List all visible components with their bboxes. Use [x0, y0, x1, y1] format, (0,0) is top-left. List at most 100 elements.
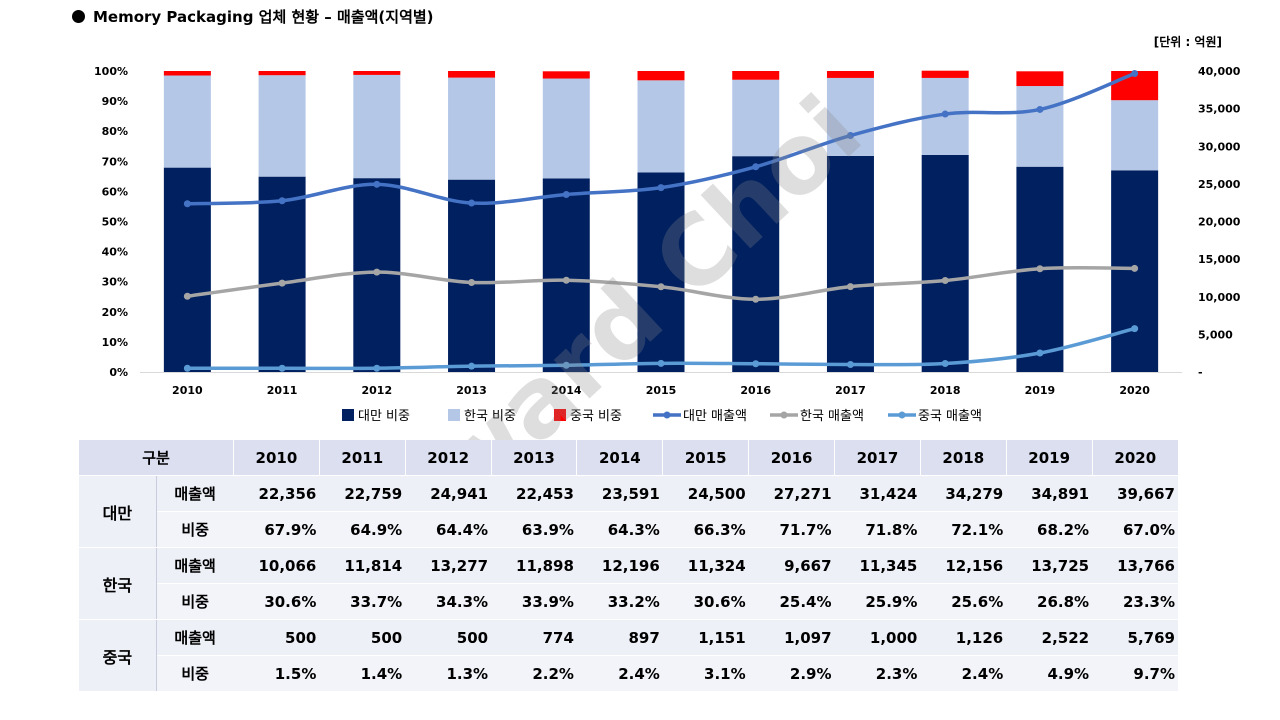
- legend-label: 한국 매출액: [800, 409, 864, 424]
- series-point: [1036, 105, 1044, 113]
- table-year-header: 2015: [662, 440, 749, 476]
- table-cell: 1,097: [748, 619, 835, 656]
- x-axis-tick-label: 2019: [1025, 384, 1056, 397]
- table-year-header: 2020: [1091, 440, 1178, 476]
- right-axis-tick-label: -: [1198, 366, 1203, 379]
- series-point: [183, 200, 191, 208]
- series-point: [562, 276, 570, 284]
- right-axis-tick-label: 30,000: [1198, 140, 1241, 153]
- series-point: [562, 190, 570, 198]
- table-cell: 66.3%: [662, 511, 749, 548]
- right-axis-tick-label: 40,000: [1198, 65, 1241, 78]
- table-row: 비중 30.6% 33.7% 34.3% 33.9% 33.2% 30.6% 25.4% 25.…: [79, 583, 1178, 620]
- legend-label: 한국 비중: [464, 409, 516, 424]
- table-year-header: 2014: [576, 440, 663, 476]
- table-metric-label: 비중: [156, 655, 234, 692]
- table-corner-label: 구분: [79, 440, 234, 476]
- series-point: [752, 360, 760, 368]
- table-cell: 9.7%: [1092, 655, 1178, 692]
- legend-swatch: [342, 409, 354, 421]
- table-year-header: 2019: [1005, 440, 1093, 476]
- series-point: [657, 283, 665, 291]
- legend-swatch: [448, 409, 460, 421]
- legend-marker: [898, 411, 906, 419]
- bar-segment: [258, 71, 306, 76]
- x-axis-tick-label: 2018: [930, 384, 961, 397]
- left-axis-tick-label: 30%: [102, 276, 128, 289]
- table-row: 대만 매출액 22,356 22,759 24,941 22,453 23,591 24,50…: [79, 475, 1178, 548]
- table-metric-label: 비중: [156, 583, 234, 620]
- table-cell: 24,941: [405, 475, 492, 512]
- table-body: 대만 매출액 22,356 22,759 24,941 22,453 23,591 24,50…: [79, 475, 1178, 692]
- bar-segment: [353, 74, 401, 179]
- table-year-header: 2013: [490, 440, 577, 476]
- left-axis-tick-label: 70%: [102, 155, 128, 168]
- table-cell: 9,667: [748, 547, 835, 584]
- bar-segment: [542, 71, 590, 79]
- table-metric-label: 비중: [156, 511, 234, 548]
- table-cell: 64.3%: [576, 511, 663, 548]
- table-cell: 2,522: [1006, 619, 1093, 656]
- series-point: [846, 132, 854, 140]
- bar-segment: [1016, 71, 1064, 87]
- data-table: 구분 2010 2011 2012 2013 2014 2015 2016 2017 2018 20…: [79, 440, 1178, 692]
- bar-segment: [826, 77, 874, 156]
- table-region-label: 중국: [79, 619, 157, 692]
- table-cell: 500: [319, 619, 406, 656]
- table-region-label: 한국: [79, 547, 157, 620]
- series-point: [1131, 264, 1139, 272]
- bar-segment: [258, 75, 306, 177]
- table-cell: 774: [491, 619, 577, 656]
- legend-label: 대만 매출액: [683, 409, 747, 424]
- series-point: [278, 364, 286, 372]
- series-point: [183, 292, 191, 300]
- table-cell: 11,345: [834, 547, 921, 584]
- bar-segment: [258, 176, 306, 372]
- table-row: 한국 매출액 10,066 11,814 13,277 11,898 12,196 11,32…: [79, 547, 1178, 620]
- table-row: 비중 1.5% 1.4% 1.3% 2.2% 2.4% 3.1% 2.9% 2.3% 2.4% 4.…: [79, 655, 1178, 692]
- table-region-label: 대만: [79, 475, 157, 548]
- right-axis-tick-label: 25,000: [1198, 178, 1241, 191]
- table-cell: 22,759: [319, 475, 406, 512]
- legend-marker: [663, 411, 671, 419]
- bar-segment: [826, 155, 874, 372]
- table-cell: 2.2%: [491, 655, 577, 692]
- series-point: [468, 199, 476, 207]
- table-cell: 33.7%: [319, 583, 406, 620]
- series-point: [941, 110, 949, 118]
- bar-segment: [163, 71, 211, 76]
- table-year-header: 2018: [919, 440, 1007, 476]
- table-cell: 71.8%: [834, 511, 921, 548]
- right-axis-tick-label: 5,000: [1198, 328, 1233, 341]
- series-point: [657, 359, 665, 367]
- table-row: 비중 67.9% 64.9% 64.4% 63.9% 64.3% 66.3% 71.7% 71.…: [79, 511, 1178, 548]
- left-axis-tick-label: 50%: [102, 216, 128, 229]
- table-cell: 33.9%: [491, 583, 577, 620]
- table-cell: 72.1%: [920, 511, 1007, 548]
- table-year-header: 2017: [834, 440, 921, 476]
- table-cell: 11,898: [491, 547, 577, 584]
- series-point: [373, 268, 381, 276]
- table-cell: 500: [233, 619, 320, 656]
- x-axis-tick-label: 2014: [551, 384, 582, 397]
- left-axis-tick-label: 100%: [94, 65, 128, 78]
- bar-segment: [732, 79, 780, 157]
- x-axis-tick-label: 2015: [646, 384, 677, 397]
- table-cell: 1,151: [662, 619, 749, 656]
- legend-label: 중국 비중: [570, 409, 622, 424]
- table-cell: 897: [576, 619, 663, 656]
- series-point: [752, 295, 760, 303]
- bar-segment: [163, 167, 211, 372]
- bar-segment: [448, 77, 496, 180]
- left-axis-tick-label: 10%: [102, 336, 128, 349]
- legend-label: 대만 비중: [358, 409, 410, 424]
- bar-segment: [637, 172, 685, 372]
- table-cell: 34,279: [920, 475, 1007, 512]
- series-point: [468, 278, 476, 286]
- bar-segment: [826, 71, 874, 78]
- line-series-group: [183, 70, 1139, 372]
- series-point: [1036, 349, 1044, 357]
- right-axis-tick-label: 20,000: [1198, 216, 1241, 229]
- table-cell: 22,453: [491, 475, 577, 512]
- table-cell: 12,156: [920, 547, 1007, 584]
